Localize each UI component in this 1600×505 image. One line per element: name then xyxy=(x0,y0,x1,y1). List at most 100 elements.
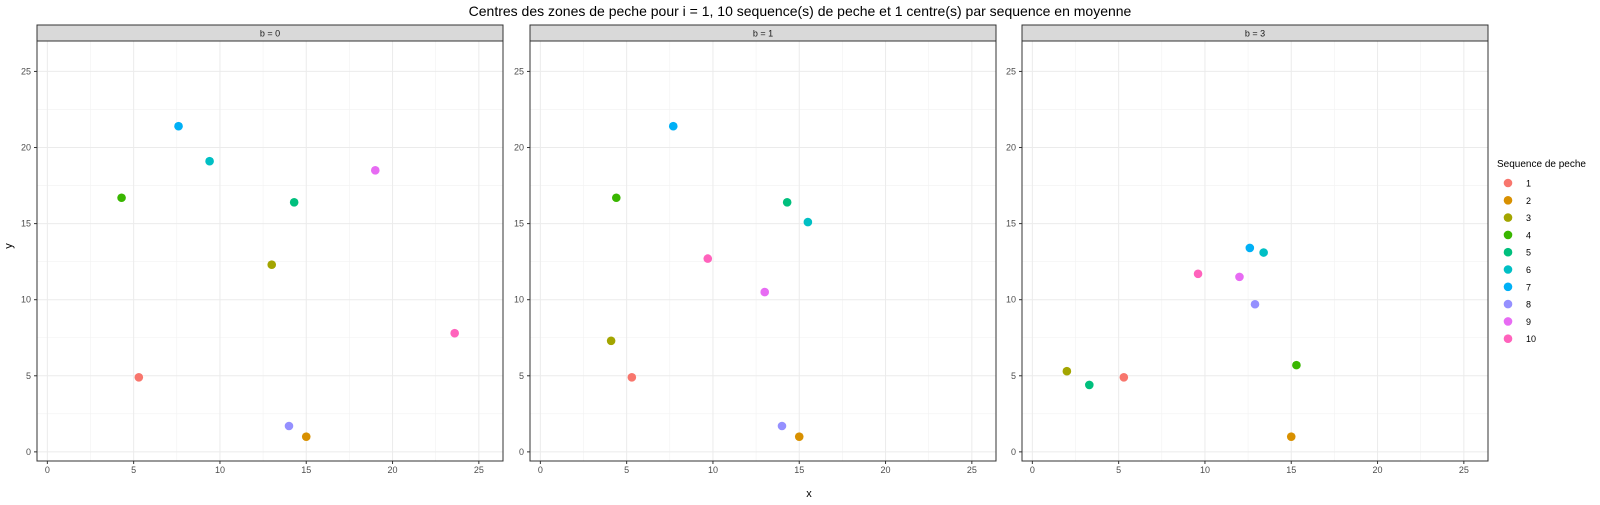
x-tick-label: 15 xyxy=(1286,465,1296,475)
data-point-seq-6 xyxy=(803,217,813,227)
legend-label: 7 xyxy=(1526,282,1531,292)
data-point-seq-2 xyxy=(301,432,311,441)
x-tick-label: 25 xyxy=(474,465,484,475)
x-tick-label: 10 xyxy=(215,465,225,475)
x-tick-label: 20 xyxy=(388,465,398,475)
y-tick-label: 0 xyxy=(26,447,31,457)
data-point-seq-4 xyxy=(611,193,621,203)
y-tick-label: 25 xyxy=(514,66,524,76)
y-tick-label: 25 xyxy=(21,66,31,76)
facet-panel: b = 3 0 5 10 15 20 25 0 5 10 15 20 25 xyxy=(1006,24,1489,475)
data-point-seq-2 xyxy=(1286,432,1296,441)
data-point-seq-8 xyxy=(777,421,787,431)
y-tick-label: 0 xyxy=(519,447,524,457)
data-point-seq-3 xyxy=(606,336,616,346)
x-tick-label: 10 xyxy=(708,465,718,475)
data-point-seq-9 xyxy=(1235,272,1244,282)
data-point-seq-10 xyxy=(1193,269,1203,279)
legend-label: 10 xyxy=(1526,334,1536,344)
x-tick-label: 20 xyxy=(1373,465,1383,475)
legend-key-seq-10 xyxy=(1503,334,1513,344)
x-tick-label: 20 xyxy=(881,465,891,475)
x-tick-label: 5 xyxy=(131,465,136,475)
data-point-seq-2 xyxy=(794,432,804,441)
y-tick-label: 20 xyxy=(1006,143,1016,153)
panel-border xyxy=(529,40,997,462)
x-tick-label: 5 xyxy=(1116,465,1121,475)
y-tick-label: 10 xyxy=(1006,295,1016,305)
y-tick-label: 15 xyxy=(1006,219,1016,229)
data-point-seq-10 xyxy=(703,254,713,263)
y-tick-label: 15 xyxy=(21,219,31,229)
legend-label: 8 xyxy=(1526,300,1531,310)
x-tick-label: 15 xyxy=(794,465,804,475)
x-tick-label: 10 xyxy=(1200,465,1210,475)
data-point-seq-4 xyxy=(117,193,126,203)
x-axis-label: x xyxy=(806,488,812,500)
facet-panel: b = 1 0 5 10 15 20 25 0 5 10 15 20 25 xyxy=(514,24,997,475)
data-point-seq-4 xyxy=(1292,360,1301,370)
data-point-seq-7 xyxy=(668,121,678,131)
data-point-seq-3 xyxy=(1062,366,1072,376)
legend-label: 9 xyxy=(1526,317,1531,327)
chart-title: Centres des zones de peche pour i = 1, 1… xyxy=(469,3,1132,19)
x-tick-label: 5 xyxy=(624,465,629,475)
facet-panels: b = 0 0 5 10 15 20 25 0 5 10 15 20 25 b = 1 0 5 10 15 20 25… xyxy=(21,24,1489,475)
data-point-seq-7 xyxy=(174,121,183,131)
legend-label: 3 xyxy=(1526,213,1531,223)
x-tick-label: 0 xyxy=(45,465,50,475)
data-point-seq-6 xyxy=(205,156,214,166)
legend-key-seq-2 xyxy=(1503,196,1513,205)
legend-key-seq-1 xyxy=(1503,178,1513,188)
legend-label: 6 xyxy=(1526,265,1531,275)
y-tick-label: 20 xyxy=(514,143,524,153)
y-tick-label: 10 xyxy=(21,295,31,305)
y-tick-label: 5 xyxy=(1011,371,1016,381)
facet-strip-label: b = 3 xyxy=(1245,29,1265,39)
data-point-seq-6 xyxy=(1259,248,1268,257)
y-axis-label: y xyxy=(3,243,15,249)
legend-title: Sequence de peche xyxy=(1497,159,1586,170)
data-point-seq-7 xyxy=(1245,243,1255,253)
data-point-seq-1 xyxy=(627,373,637,382)
legend-label: 1 xyxy=(1526,179,1531,189)
data-point-seq-8 xyxy=(284,421,294,431)
legend-key-seq-5 xyxy=(1503,247,1513,257)
x-tick-label: 15 xyxy=(301,465,311,475)
legend-key-seq-7 xyxy=(1503,282,1513,292)
data-point-seq-10 xyxy=(450,328,459,338)
facet-strip-label: b = 0 xyxy=(260,29,280,39)
y-tick-label: 5 xyxy=(519,371,524,381)
legend-key-seq-9 xyxy=(1503,317,1513,326)
legend-key-seq-8 xyxy=(1503,299,1513,309)
panel-background xyxy=(1022,41,1488,461)
legend: Sequence de peche 1 2 3 4 5 6 7 8 9 10 xyxy=(1497,159,1586,344)
y-tick-label: 0 xyxy=(1011,447,1016,457)
data-point-seq-5 xyxy=(782,198,792,207)
legend-label: 4 xyxy=(1526,230,1531,240)
data-point-seq-1 xyxy=(134,373,144,382)
legend-key-seq-6 xyxy=(1503,265,1513,274)
y-tick-label: 20 xyxy=(21,143,31,153)
facet-strip-label: b = 1 xyxy=(753,29,773,39)
y-tick-label: 25 xyxy=(1006,66,1016,76)
x-tick-label: 25 xyxy=(967,465,977,475)
panel-border xyxy=(36,40,504,462)
data-point-seq-9 xyxy=(370,166,380,175)
x-tick-label: 0 xyxy=(1030,465,1035,475)
x-tick-label: 0 xyxy=(538,465,543,475)
data-point-seq-5 xyxy=(1085,380,1094,390)
data-point-seq-9 xyxy=(760,287,770,297)
data-point-seq-8 xyxy=(1250,299,1260,309)
data-point-seq-3 xyxy=(267,260,277,269)
panel-border xyxy=(1021,40,1489,462)
data-point-seq-5 xyxy=(289,198,299,207)
y-tick-label: 5 xyxy=(26,371,31,381)
panel-background xyxy=(37,41,503,461)
legend-key-seq-4 xyxy=(1503,230,1513,240)
y-tick-label: 10 xyxy=(514,295,524,305)
y-tick-label: 15 xyxy=(514,219,524,229)
x-tick-label: 25 xyxy=(1459,465,1469,475)
